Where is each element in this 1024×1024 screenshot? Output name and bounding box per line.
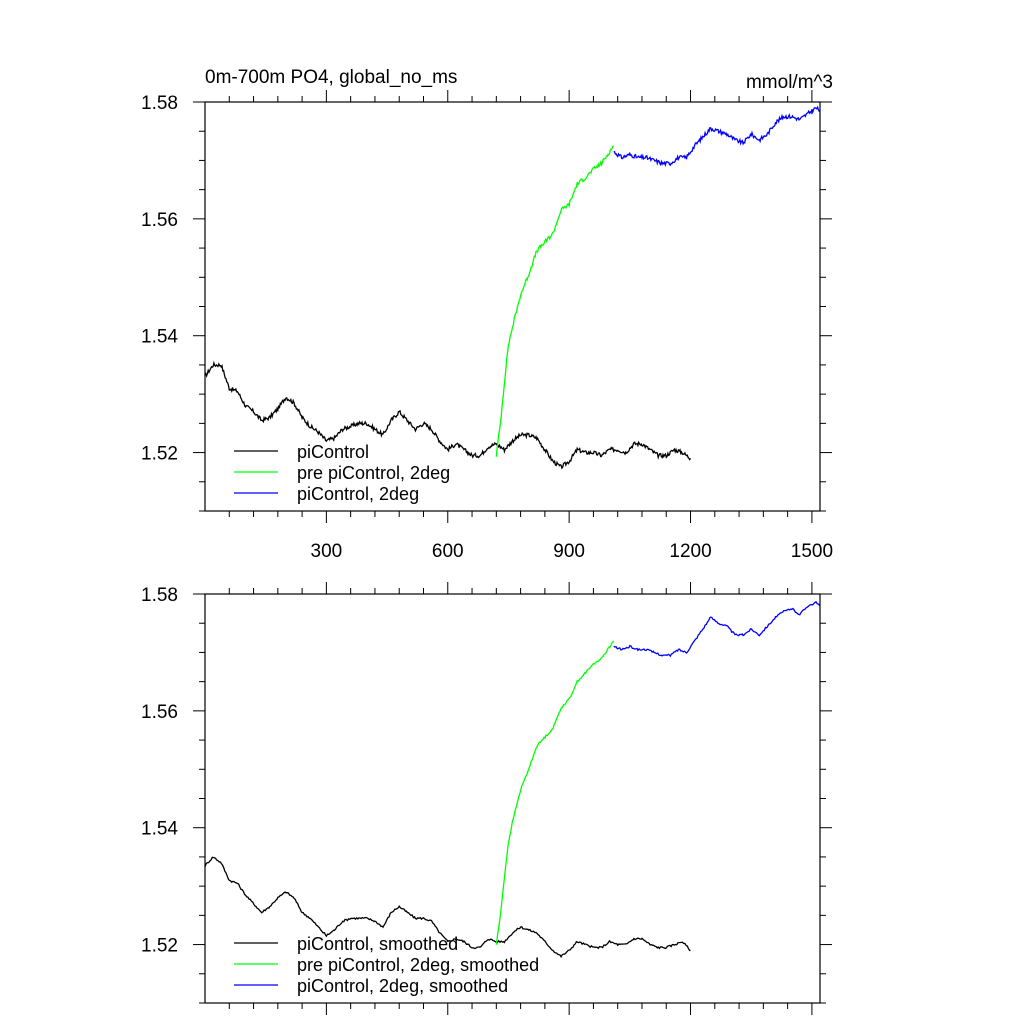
legend-label: piControl, smoothed	[297, 934, 458, 954]
legend-label: pre piControl, 2deg	[297, 463, 450, 483]
y-tick-label: 1.58	[141, 93, 178, 114]
legend-label: piControl, 2deg, smoothed	[297, 976, 508, 996]
series-line-1	[204, 856, 691, 959]
y-tick-label: 1.58	[141, 585, 178, 606]
y-tick-label: 1.56	[141, 210, 178, 231]
legend-label: piControl	[297, 442, 369, 462]
series-line-1	[204, 360, 692, 470]
legend-label: piControl, 2deg	[297, 484, 419, 504]
x-tick-label: 900	[553, 541, 585, 562]
units-label: mmol/m^3	[746, 72, 833, 93]
y-tick-label: 1.52	[141, 444, 178, 465]
x-tick-label: 1200	[669, 541, 711, 562]
x-tick-label: 300	[311, 541, 343, 562]
legend-label: pre piControl, 2deg, smoothed	[297, 955, 539, 975]
series-line-2	[495, 640, 615, 945]
y-tick-label: 1.52	[141, 936, 178, 957]
chart-title: 0m-700m PO4, global_no_ms	[205, 67, 457, 88]
y-tick-label: 1.56	[141, 702, 178, 723]
series-line-3	[613, 105, 821, 168]
x-tick-label: 1500	[791, 541, 833, 562]
y-tick-label: 1.54	[141, 327, 178, 348]
top-panel: 300 600 900 1200 1500 1.52 1.54 1.56 1.58 piContr…	[141, 90, 833, 562]
x-tick-label: 600	[432, 541, 464, 562]
series-line-3	[613, 600, 821, 658]
y-tick-label: 1.54	[141, 819, 178, 840]
series-line-2	[495, 145, 615, 457]
